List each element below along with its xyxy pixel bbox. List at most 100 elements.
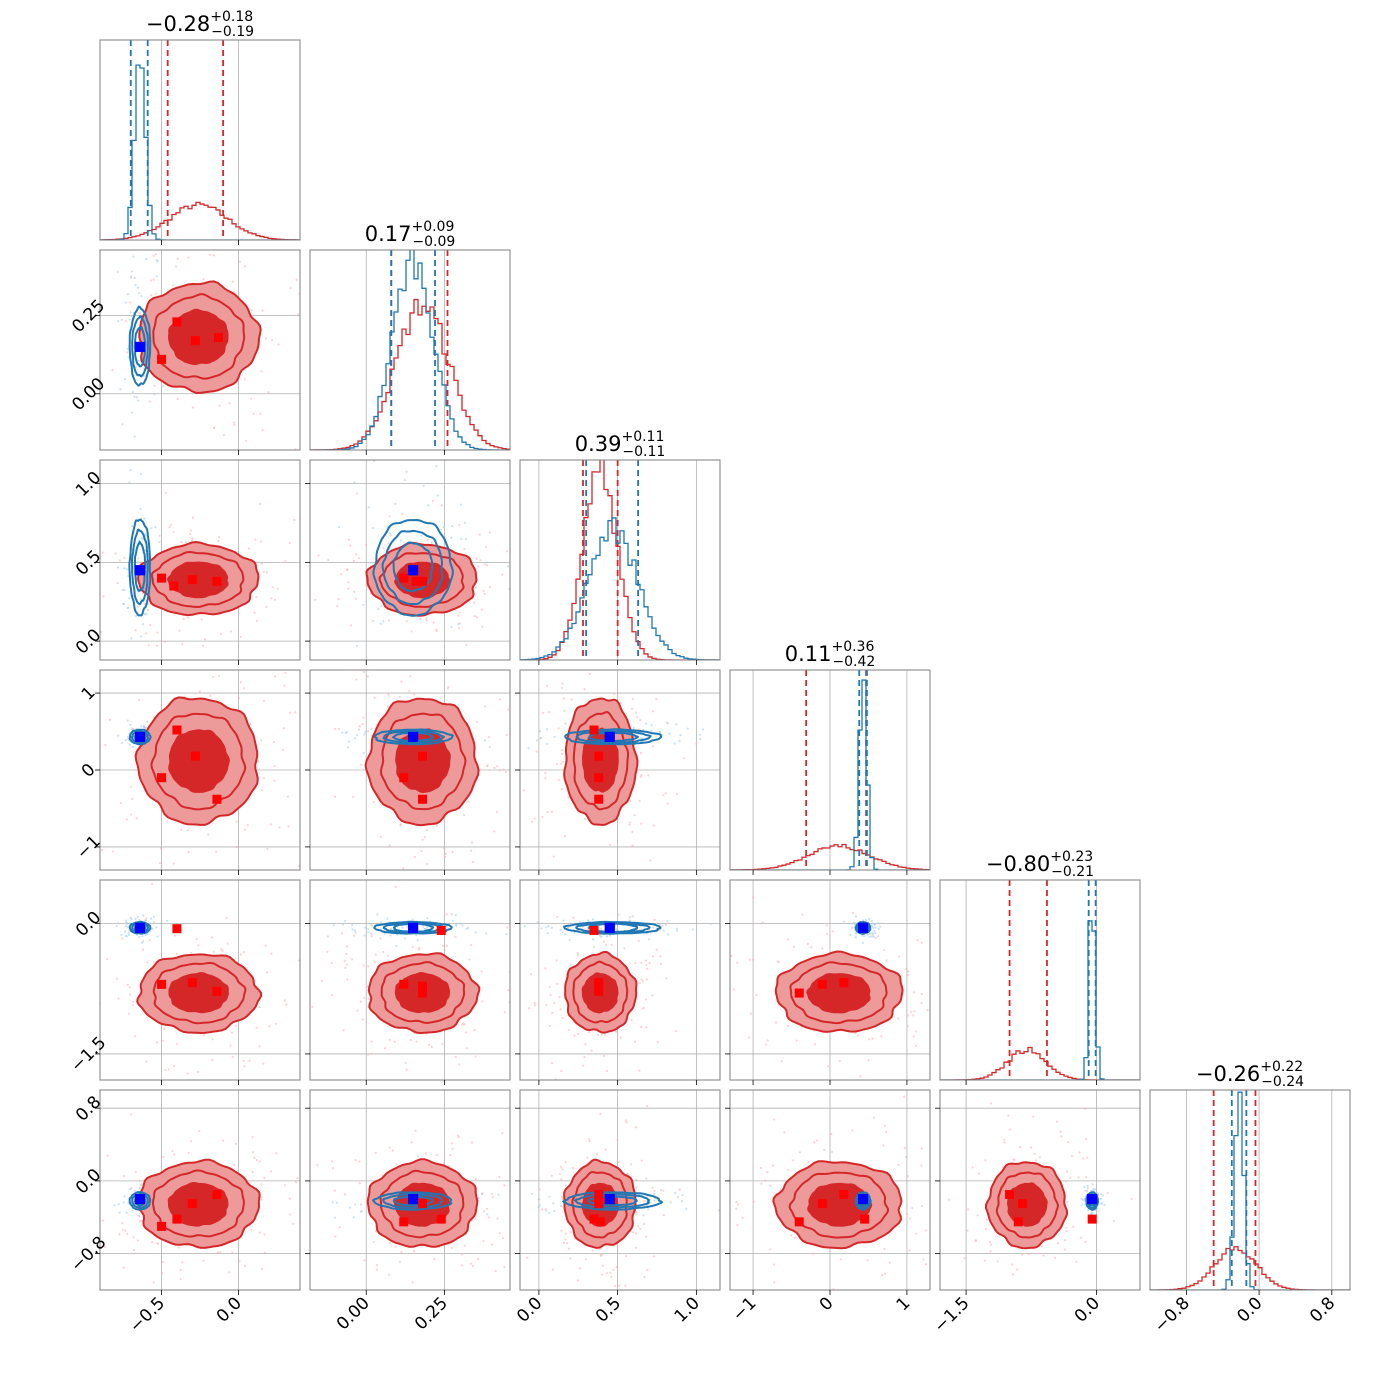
sample-point-red [270, 597, 273, 600]
sample-point-red [212, 675, 215, 678]
sample-point-blue [124, 301, 127, 304]
sample-point-red [244, 378, 247, 381]
sample-point-red [344, 966, 347, 969]
sample-point-red [774, 1021, 778, 1024]
sample-point-blue [355, 734, 359, 737]
sample-point-red [1078, 1151, 1081, 1154]
sample-point-blue [563, 933, 567, 936]
sample-point-blue [1080, 1197, 1083, 1200]
sample-point-red [336, 604, 339, 607]
sample-point-red [639, 719, 642, 722]
sample-point-red [1086, 1156, 1089, 1159]
sample-point-red [441, 944, 445, 948]
panel-content [310, 660, 510, 939]
sample-point-red [610, 943, 613, 947]
sample-point-red [502, 768, 505, 771]
marker-red [418, 981, 427, 991]
sample-point-red [307, 1222, 309, 1224]
sample-point-blue [854, 915, 858, 918]
sample-point-red [1059, 1130, 1062, 1134]
sample-point-red [367, 965, 370, 968]
sample-point-blue [120, 318, 123, 321]
sample-point-red [211, 1038, 214, 1041]
sample-point-red [450, 913, 453, 916]
sample-point-red [920, 1204, 923, 1208]
title-value: 0.39 [575, 432, 622, 456]
sample-point-blue [870, 935, 873, 938]
sample-point-red [608, 1084, 610, 1086]
sample-point-red [544, 777, 547, 780]
sample-point-blue [1086, 1209, 1090, 1212]
sample-point-red [333, 727, 337, 730]
sample-point-red [248, 547, 251, 550]
sample-point-red [883, 1124, 887, 1128]
truth-marker-blue [408, 1194, 419, 1205]
sample-point-red [773, 1281, 776, 1284]
sample-point-red [137, 698, 140, 702]
sample-point-red [255, 1158, 258, 1162]
sample-point-red [555, 959, 558, 962]
marker-red [860, 1214, 870, 1224]
sample-point-red [121, 1228, 125, 1231]
marker-red [594, 978, 604, 988]
sample-point-red [370, 1040, 373, 1043]
sample-point-blue [868, 917, 871, 921]
sample-point-red [292, 1222, 295, 1226]
sample-point-red [1029, 1146, 1032, 1149]
sample-point-red [302, 1016, 304, 1018]
sample-point-red [255, 619, 259, 623]
sample-point-red [287, 825, 290, 828]
sample-point-red [106, 1154, 109, 1157]
sample-point-red [268, 1025, 271, 1028]
sample-point-red [563, 1298, 565, 1300]
sample-point-red [966, 1208, 970, 1211]
sample-point-blue [113, 218, 115, 220]
sample-point-red [358, 725, 361, 728]
sample-point-blue [1096, 1192, 1100, 1195]
sample-point-red [259, 412, 262, 415]
sample-point-red [222, 1139, 225, 1142]
sample-point-red [897, 1017, 900, 1020]
sample-point-red [140, 1219, 143, 1222]
sample-point-red [88, 759, 90, 761]
sample-point-red [225, 916, 228, 920]
sample-point-red [234, 1024, 237, 1027]
sample-point-red [243, 1065, 246, 1068]
sample-point-blue [123, 1195, 126, 1198]
sample-point-red [389, 937, 391, 939]
sample-point-red [101, 849, 104, 852]
sample-point-red [208, 253, 212, 256]
sample-point-blue [686, 727, 689, 730]
sample-point-red [184, 541, 187, 544]
sample-point-red [623, 947, 626, 950]
sample-point-red [764, 1043, 767, 1046]
sample-point-red [773, 1118, 776, 1121]
contour-panel-2-1 [305, 459, 511, 665]
sample-point-red [263, 1251, 266, 1254]
sample-point-red [462, 660, 464, 662]
sample-point-red [513, 1254, 515, 1256]
sample-point-red [273, 765, 276, 768]
marker-red [594, 1190, 604, 1200]
sample-point-red [178, 629, 181, 632]
sample-point-red [94, 653, 96, 655]
panel-frame [99, 39, 301, 241]
x-tick-label: −0.8 [1151, 1293, 1194, 1336]
sample-point-red [270, 952, 273, 955]
sample-point-blue [506, 565, 510, 568]
sample-point-blue [411, 918, 414, 921]
sample-point-red [362, 716, 365, 719]
sample-point-red [340, 932, 344, 935]
sample-point-red [417, 946, 420, 950]
sample-point-blue [464, 537, 468, 541]
sample-point-red [356, 492, 359, 495]
sample-point-blue [455, 923, 458, 926]
sample-point-blue [573, 931, 576, 934]
sample-point-blue [383, 932, 386, 935]
sample-point-blue [148, 922, 151, 925]
sample-point-blue [120, 933, 123, 936]
sample-point-red [136, 1239, 139, 1242]
contour-red-inner [167, 561, 229, 599]
contour-panel-3-2 [515, 669, 721, 875]
sample-point-blue [165, 919, 169, 922]
